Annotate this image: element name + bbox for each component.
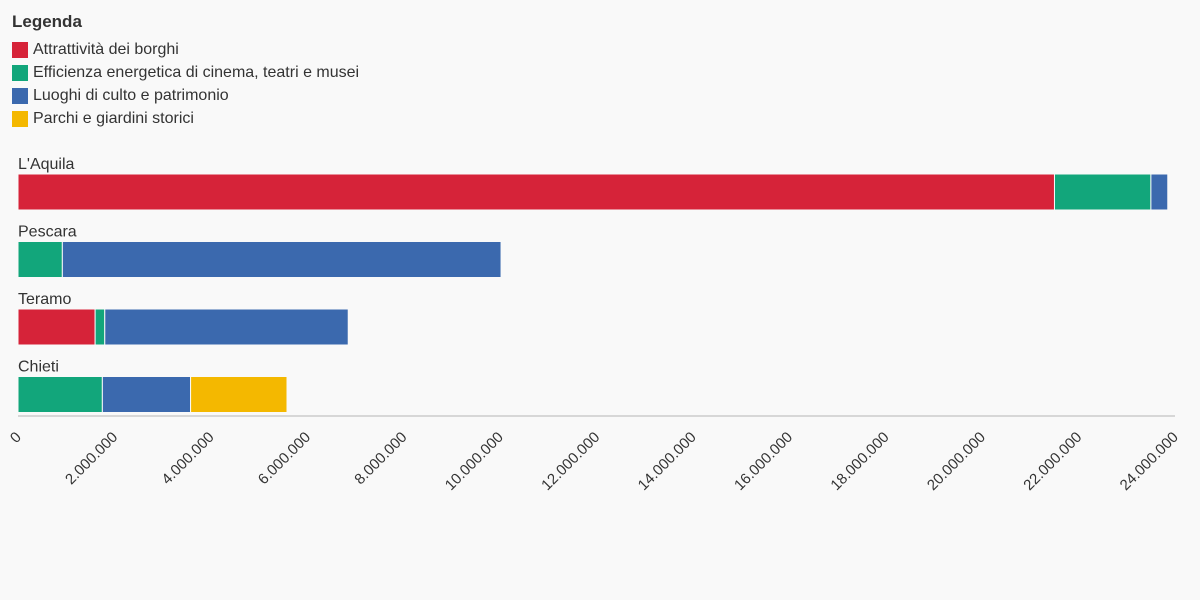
x-tick-label: 6.000.000	[255, 429, 314, 488]
bar-segment[interactable]	[17, 376, 103, 413]
legend-item[interactable]: Parchi e giardini storici	[12, 107, 359, 130]
legend-label: Efficienza energetica di cinema, teatri …	[33, 63, 360, 81]
bar-segment[interactable]	[17, 173, 1055, 211]
bar-segment[interactable]	[190, 376, 288, 413]
bar-segment[interactable]	[1150, 173, 1169, 211]
legend-swatch	[12, 110, 28, 127]
bar-segment[interactable]	[104, 308, 349, 346]
category-label: Chieti	[18, 359, 59, 376]
bar-segment[interactable]	[61, 241, 502, 278]
x-tick-label: 2.000.000	[62, 429, 121, 488]
x-tick-label: 20.000.000	[924, 429, 989, 494]
category-label: Pescara	[18, 224, 77, 241]
legend-label: Luoghi di culto e patrimonio	[33, 86, 229, 104]
category-label: Teramo	[18, 291, 71, 308]
x-tick-label: 0	[7, 429, 25, 447]
x-tick-label: 10.000.000	[442, 429, 507, 494]
bar-segment[interactable]	[101, 376, 192, 413]
legend-item[interactable]: Attrattività dei borghi	[12, 38, 359, 61]
x-tick-label: 4.000.000	[158, 429, 217, 488]
bar-segment[interactable]	[94, 308, 106, 346]
legend-label: Attrattività dei borghi	[33, 40, 179, 58]
legend-swatch	[12, 64, 28, 81]
x-tick-label: 16.000.000	[731, 429, 796, 494]
bar-segment[interactable]	[17, 308, 96, 346]
x-tick-label: 18.000.000	[827, 429, 892, 494]
x-tick-label: 12.000.000	[538, 429, 603, 494]
x-tick-label: 14.000.000	[635, 429, 700, 494]
legend-item[interactable]: Luoghi di culto e patrimonio	[12, 84, 359, 107]
x-tick-label: 24.000.000	[1117, 429, 1182, 494]
x-tick-label: 8.000.000	[351, 429, 410, 488]
legend-title: Legenda	[12, 12, 82, 31]
legend-swatch	[12, 87, 28, 104]
bar-segment[interactable]	[1053, 173, 1152, 211]
legend-label: Parchi e giardini storici	[33, 109, 194, 127]
legend: Legenda Attrattività dei borghi Efficien…	[12, 12, 359, 130]
legend-swatch	[12, 41, 28, 58]
x-tick-label: 22.000.000	[1020, 429, 1085, 494]
category-label: L'Aquila	[18, 156, 75, 173]
bar-segment[interactable]	[17, 241, 63, 278]
legend-item[interactable]: Efficienza energetica di cinema, teatri …	[12, 61, 359, 84]
